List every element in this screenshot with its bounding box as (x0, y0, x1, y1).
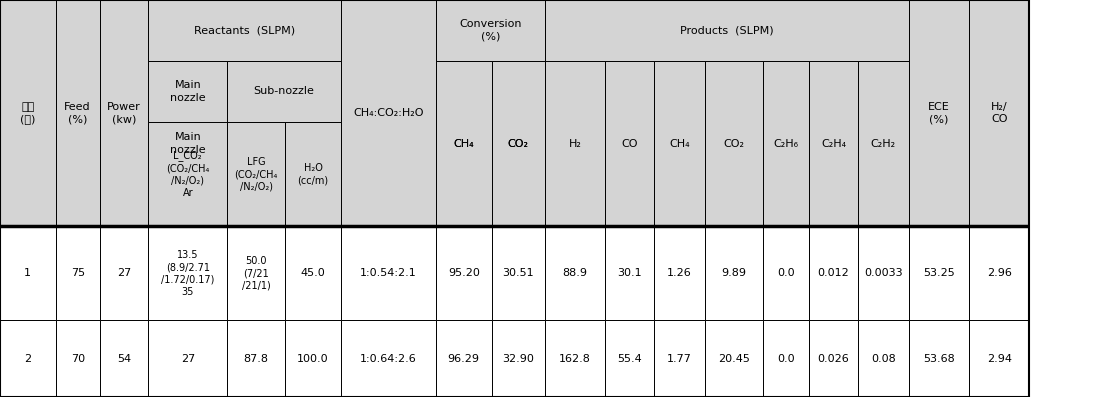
Bar (341, 0, 436, 226)
Text: 53.68: 53.68 (923, 354, 955, 364)
Bar (763, 226, 809, 320)
Text: 0.0: 0.0 (777, 268, 795, 278)
Text: 2.94: 2.94 (987, 354, 1012, 364)
Text: Products  (SLPM): Products (SLPM) (680, 25, 774, 35)
Bar (285, 320, 341, 397)
Bar (285, 122, 341, 226)
Bar (606, 61, 654, 226)
Text: 75: 75 (70, 268, 85, 278)
Text: 55.4: 55.4 (618, 354, 642, 364)
Text: 0.08: 0.08 (872, 354, 896, 364)
Text: CO₂: CO₂ (508, 139, 529, 148)
Text: CO₂: CO₂ (508, 139, 529, 148)
Bar (763, 61, 809, 226)
Text: CO₂: CO₂ (723, 139, 744, 148)
Bar (809, 226, 858, 320)
Text: Power
(kw): Power (kw) (108, 102, 141, 124)
Bar (654, 61, 704, 226)
Bar (148, 61, 227, 226)
Bar (969, 320, 1030, 397)
Text: 88.9: 88.9 (563, 268, 588, 278)
Bar (341, 320, 436, 397)
Bar (100, 320, 148, 397)
Text: CO: CO (621, 139, 637, 148)
Text: 20.45: 20.45 (718, 354, 750, 364)
Text: 162.8: 162.8 (559, 354, 591, 364)
Text: Main
nozzle: Main nozzle (170, 133, 206, 155)
Text: C₂H₂: C₂H₂ (870, 139, 896, 148)
Text: 0.012: 0.012 (818, 268, 850, 278)
Bar (809, 320, 858, 397)
Text: CH₄: CH₄ (454, 139, 474, 148)
Text: 95.20: 95.20 (447, 268, 479, 278)
Bar (545, 61, 606, 226)
Bar (491, 61, 545, 226)
Text: 100.0: 100.0 (297, 354, 329, 364)
Text: 소스
(기): 소스 (기) (20, 102, 35, 124)
Bar (227, 61, 341, 122)
Bar (436, 226, 491, 320)
Bar (148, 0, 341, 61)
Bar (909, 320, 969, 397)
Text: 1.26: 1.26 (667, 268, 691, 278)
Bar (704, 226, 763, 320)
Text: 30.51: 30.51 (502, 268, 534, 278)
Bar (0, 226, 56, 320)
Bar (148, 320, 227, 397)
Bar (858, 320, 909, 397)
Bar (148, 226, 227, 320)
Text: 96.29: 96.29 (447, 354, 479, 364)
Text: L_CO₂
(CO₂/CH₄
/N₂/O₂)
Ar: L_CO₂ (CO₂/CH₄ /N₂/O₂) Ar (166, 150, 210, 198)
Bar (606, 226, 654, 320)
Bar (56, 0, 100, 226)
Bar (436, 320, 491, 397)
Text: C₂H₆: C₂H₆ (774, 139, 799, 148)
Bar (969, 226, 1030, 320)
Text: Conversion
(%): Conversion (%) (459, 19, 522, 42)
Bar (436, 61, 491, 226)
Bar (858, 61, 909, 226)
Text: 70: 70 (70, 354, 85, 364)
Bar (56, 226, 100, 320)
Text: CH₄:CO₂:H₂O: CH₄:CO₂:H₂O (353, 108, 423, 118)
Bar (491, 320, 545, 397)
Text: 9.89: 9.89 (721, 268, 746, 278)
Bar (545, 320, 606, 397)
Text: 87.8: 87.8 (244, 354, 268, 364)
Bar (148, 61, 227, 122)
Text: 1: 1 (24, 268, 32, 278)
Text: CH₄: CH₄ (669, 139, 690, 148)
Text: 45.0: 45.0 (301, 268, 325, 278)
Bar (763, 320, 809, 397)
Bar (56, 320, 100, 397)
Bar (545, 0, 909, 61)
Text: 0.026: 0.026 (818, 354, 850, 364)
Bar (100, 226, 148, 320)
Bar (491, 226, 545, 320)
Text: 53.25: 53.25 (923, 268, 955, 278)
Text: 1:0.54:2.1: 1:0.54:2.1 (360, 268, 417, 278)
Bar (606, 320, 654, 397)
Text: 27: 27 (180, 354, 195, 364)
Text: 27: 27 (116, 268, 131, 278)
Text: Main
nozzle: Main nozzle (170, 80, 206, 102)
Bar (227, 122, 285, 226)
Bar (969, 0, 1030, 226)
Bar (704, 61, 763, 226)
Bar (436, 0, 545, 61)
Text: 30.1: 30.1 (618, 268, 642, 278)
Bar (341, 226, 436, 320)
Bar (704, 320, 763, 397)
Text: H₂O
(cc/m): H₂O (cc/m) (298, 163, 329, 185)
Text: 13.5
(8.9/2.71
/1.72/0.17)
35: 13.5 (8.9/2.71 /1.72/0.17) 35 (162, 250, 214, 297)
Text: 32.90: 32.90 (502, 354, 534, 364)
Text: LFG
(CO₂/CH₄
/N₂/O₂): LFG (CO₂/CH₄ /N₂/O₂) (234, 157, 278, 191)
Bar (285, 226, 341, 320)
Text: C₂H₄: C₂H₄ (821, 139, 846, 148)
Bar (227, 226, 285, 320)
Bar (909, 0, 969, 226)
Bar (100, 0, 148, 226)
Text: CH₄: CH₄ (454, 139, 474, 148)
Text: 1:0.64:2.6: 1:0.64:2.6 (360, 354, 417, 364)
Bar (545, 226, 606, 320)
